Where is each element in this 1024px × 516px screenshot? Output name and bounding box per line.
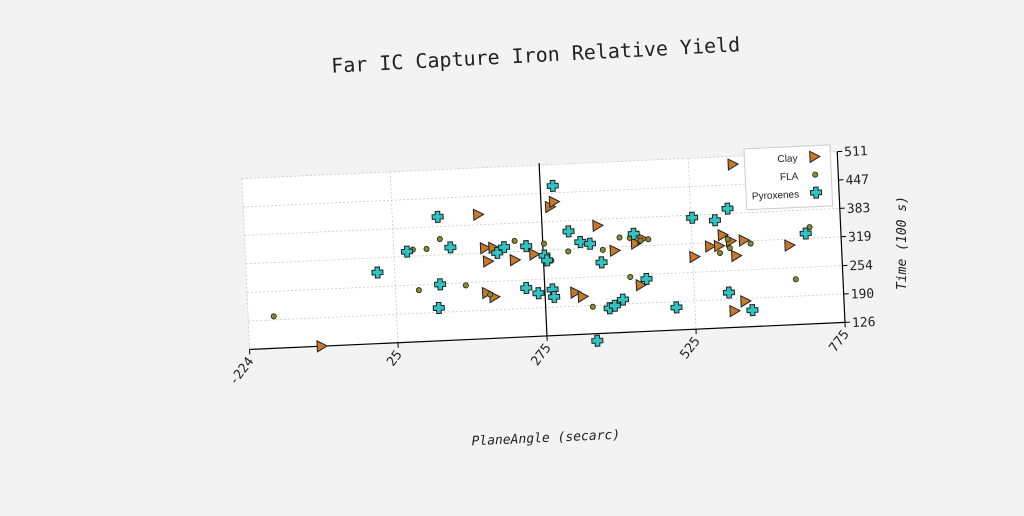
x-tick-label: 525 (678, 334, 704, 362)
fla-point (424, 246, 429, 251)
x-tick-label: -224 (226, 354, 257, 388)
y-tick-label: 383 (847, 201, 871, 217)
fla-point (512, 238, 517, 243)
legend-label-clay: Clay (777, 153, 797, 165)
fla-point (748, 241, 753, 246)
fla-point (437, 236, 442, 241)
fla-point (793, 277, 798, 282)
fla-point (646, 237, 651, 242)
chart-title: Far IC Capture Iron Relative Yield (331, 32, 741, 77)
fla-point (617, 235, 622, 240)
y-tick-label: 126 (852, 315, 876, 331)
y-tick-label: 319 (848, 229, 872, 245)
fla-point (416, 287, 421, 292)
y-tick-label: 254 (849, 258, 873, 274)
y-tick-label: 447 (845, 173, 869, 189)
pyroxenes-point (592, 335, 603, 346)
x-tick-label: 25 (384, 348, 405, 370)
fla-point (565, 249, 570, 254)
y-axis-label: Time (100 s) (895, 196, 910, 290)
fla-point (725, 237, 730, 242)
fla-point (727, 245, 732, 250)
fla-point (638, 238, 643, 243)
fla-point (717, 250, 722, 255)
fla-point (487, 292, 492, 297)
fla-point (628, 274, 633, 279)
legend-label-fla: FLA (780, 171, 799, 183)
fla-point (600, 247, 605, 252)
y-tick-label: 190 (850, 287, 874, 303)
x-tick-label: 775 (826, 328, 852, 356)
x-axis-label: PlaneAngle (secarc) (471, 428, 620, 450)
fla-point (590, 304, 595, 309)
legend-marker-fla (813, 172, 818, 177)
y-tick-label: 511 (844, 144, 868, 160)
legend-label-pyroxenes: Pyroxenes (752, 189, 800, 202)
fla-point (541, 241, 546, 246)
fla-point (463, 283, 468, 288)
fla-point (271, 314, 276, 319)
x-tick-label: 275 (529, 341, 555, 369)
legend: Clay FLA Pyroxenes (744, 145, 833, 210)
